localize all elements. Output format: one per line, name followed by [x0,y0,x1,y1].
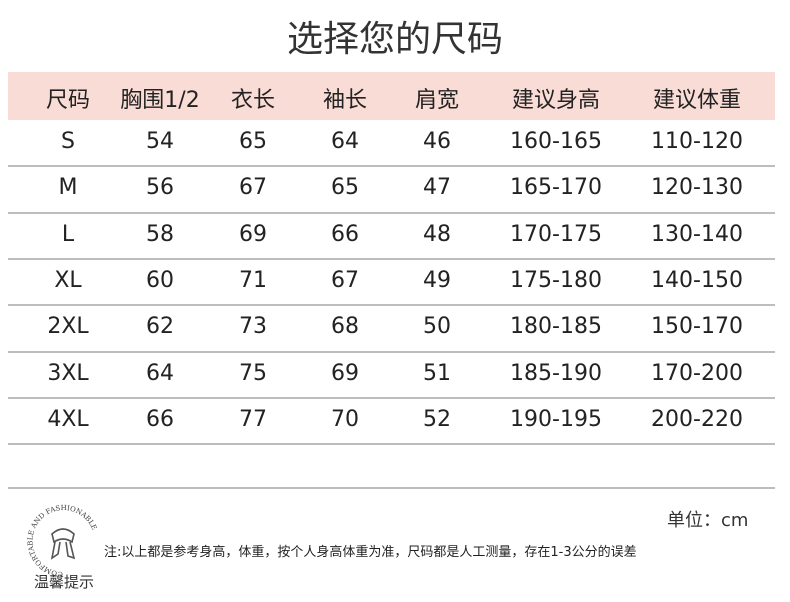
table-cell: 66 [146,406,174,432]
table-cell: 130-140 [651,221,743,247]
table-cell: 46 [423,129,451,154]
table-cell: 52 [423,406,451,432]
table-cell: 69 [331,360,359,386]
table-cell: XL [54,267,82,293]
header-cell: 胸围1/2 [120,88,200,113]
table-cell: 180-185 [510,314,602,340]
header-cell: 衣长 [230,88,276,113]
row-rule [8,350,775,353]
table-cell: S [61,129,75,154]
table-cell: 170-200 [651,360,743,386]
table-cell: 48 [423,221,451,247]
table-cell: 4XL [47,406,89,432]
row-rule [8,211,775,214]
table-cell: 49 [423,267,451,293]
table-cell: 64 [146,360,174,386]
row-rule [8,257,775,260]
table-cell: 50 [423,314,451,340]
table-cell: 58 [146,221,174,247]
table-cell: 75 [239,360,267,386]
table-cell: 150-170 [651,314,743,340]
header-cell: 袖长 [322,88,368,113]
rule [8,487,775,489]
table-cell: 65 [239,129,267,154]
logo: COMFORTABLE AND FASHIONABLE [26,504,98,578]
logo-icon [50,528,76,560]
table-cell: 65 [331,175,359,201]
table-cell: 140-150 [651,267,743,293]
logo-text: COMFORTABLE AND FASHIONABLE [26,504,98,578]
table-cell: 200-220 [651,406,743,432]
header-cell: 建议身高 [511,88,601,113]
table-cell: 3XL [47,360,89,386]
table-cell: 56 [146,175,174,201]
table-cell: 51 [423,360,451,386]
table-cell: 60 [146,267,174,293]
table-cell: 165-170 [510,175,602,201]
table-cell: 66 [331,221,359,247]
row-rule [8,443,775,446]
table-cell: 185-190 [510,360,602,386]
row-rule [8,304,775,307]
row-rule [8,396,775,399]
table-cell: 190-195 [510,406,602,432]
table-cell: 64 [331,129,359,154]
table-cell: M [58,175,78,201]
unit: 单位：cm [667,510,749,531]
logo-text-path: COMFORTABLE AND FASHIONABLE [26,504,98,578]
tip: 温馨提示 [34,573,95,591]
table-cell: 67 [239,175,267,201]
header-cell: 肩宽 [414,88,460,113]
table-cell: 175-180 [510,267,602,293]
table-cell: 120-130 [651,175,743,201]
table-cell: L [61,221,75,247]
row-rule [8,165,775,168]
header-cell: 建议体重 [652,88,742,113]
table-cell: 77 [239,406,267,432]
table-cell: 71 [239,267,267,293]
header-cell: 尺码 [45,88,91,113]
table-cell: 67 [331,267,359,293]
table-cell: 110-120 [651,129,743,154]
table-cell: 68 [331,314,359,340]
note: 注:以上都是参考身高，体重，按个人身高体重为准，尺码都是人工测量，存在1-3公分… [104,545,637,560]
title: 选择您的尺码 [286,19,503,60]
table-cell: 2XL [47,314,89,340]
table-cell: 73 [239,314,267,340]
header-band [8,72,775,120]
table-cell: 160-165 [510,129,602,154]
table-cell: 70 [331,406,359,432]
table-cell: 62 [146,314,174,340]
table-cell: 69 [239,221,267,247]
table-cell: 47 [423,175,451,201]
table-cell: 54 [146,129,174,154]
table-cell: 170-175 [510,221,602,247]
